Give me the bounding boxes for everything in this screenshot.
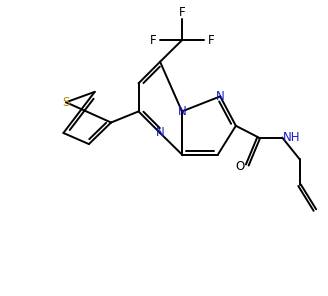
Text: N: N	[177, 105, 186, 118]
Text: F: F	[179, 6, 185, 19]
Text: S: S	[62, 96, 70, 109]
Text: F: F	[150, 34, 156, 47]
Text: O: O	[236, 160, 245, 173]
Text: N: N	[216, 90, 225, 103]
Text: N: N	[156, 126, 164, 139]
Text: NH: NH	[283, 131, 300, 144]
Text: F: F	[208, 34, 214, 47]
